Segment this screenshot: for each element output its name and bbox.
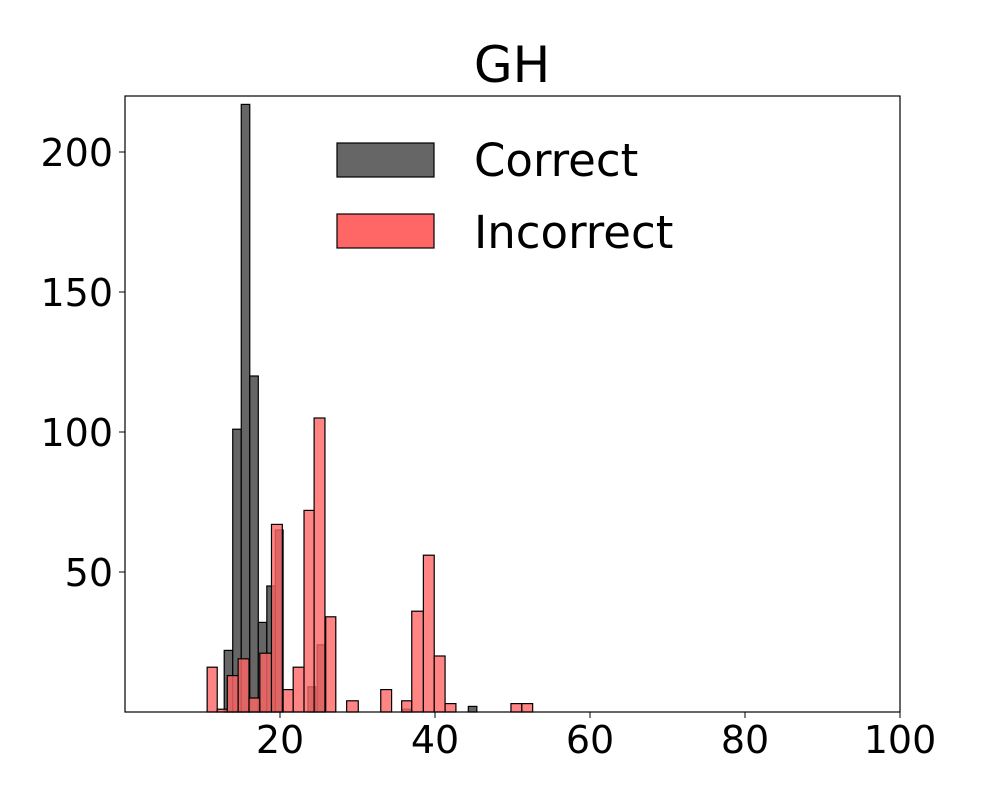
x-tick-label: 100 [864,718,937,762]
y-tick-label: 50 [65,551,113,595]
plot-frame [124,95,901,713]
histogram-bar [444,702,457,713]
histogram-bar [240,103,251,713]
x-tick-label: 60 [566,718,614,762]
y-axis-ticks: 50 100 150 200 [40,131,125,595]
histogram-bar [270,523,283,713]
chart-title: GH [473,36,551,94]
histogram-bar [206,666,218,713]
histogram-bar [325,616,337,713]
legend-label-incorrect: Incorrect [474,206,673,259]
x-axis-ticks: 20 40 60 80 100 [256,712,936,762]
histogram-bar [422,554,435,713]
x-tick-label: 20 [256,718,304,762]
x-tick-label: 80 [721,718,769,762]
y-tick-label: 100 [40,411,113,455]
histogram-bar [313,417,326,713]
histogram-bar [380,688,393,713]
histogram-bar [303,509,315,713]
histogram-bar [510,702,523,713]
histogram-bar [433,655,446,713]
y-tick-label: 200 [40,131,113,175]
histogram-bar [346,700,359,713]
legend-swatch-incorrect [336,213,435,249]
histogram-bar [282,688,294,713]
x-tick-label: 40 [411,718,459,762]
histogram-bar [521,702,534,713]
histogram-bar [249,375,259,713]
histogram-bar [401,700,413,713]
histogram-bar [259,652,273,713]
legend: Correct Incorrect [336,134,673,259]
histogram-bar [226,674,239,713]
histogram-bar [411,610,424,713]
legend-swatch-correct [336,142,435,178]
histogram-bar [237,658,250,713]
histogram-bar [467,705,478,713]
y-tick-label: 150 [40,271,113,315]
histogram-bar [248,697,261,713]
series-correct-bars [223,103,478,713]
legend-label-correct: Correct [474,134,638,187]
histogram-bar [292,666,305,713]
